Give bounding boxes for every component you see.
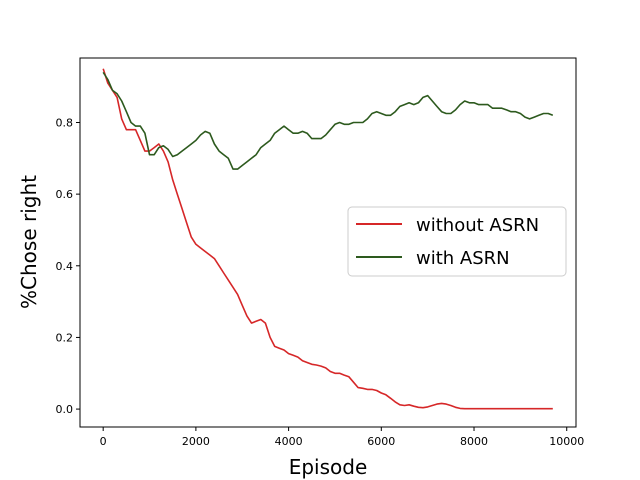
- plot-area: [79, 57, 577, 428]
- legend-label-without-asrn: without ASRN: [416, 215, 539, 236]
- x-axis-title: Episode: [289, 455, 368, 479]
- legend-box: [347, 206, 567, 277]
- series-layer: [102, 68, 554, 410]
- x-tick-label: 6000: [367, 435, 395, 448]
- y-tick-label: 0.4: [56, 260, 74, 273]
- legend-label-with-asrn: with ASRN: [416, 248, 510, 269]
- y-tick-label: 0.6: [56, 188, 74, 201]
- y-tick-label: 0.8: [56, 116, 74, 129]
- x-tick-label: 0: [100, 435, 107, 448]
- x-tick-label: 4000: [275, 435, 303, 448]
- x-axis-ticks: 0 2000 4000 6000 8000 10000: [100, 427, 584, 448]
- x-tick-label: 10000: [549, 435, 584, 448]
- series-line-with-asrn: [102, 71, 554, 170]
- x-tick-label: 2000: [182, 435, 210, 448]
- x-tick-label: 8000: [460, 435, 488, 448]
- y-tick-label: 0.2: [56, 331, 74, 344]
- series-line-without-asrn: [102, 68, 553, 410]
- legend: without ASRN with ASRN: [347, 206, 567, 277]
- y-axis-ticks: 0.0 0.2 0.4 0.6 0.8: [56, 116, 80, 416]
- y-tick-label: 0.0: [56, 403, 74, 416]
- y-axis-title: %Chose right: [17, 175, 41, 309]
